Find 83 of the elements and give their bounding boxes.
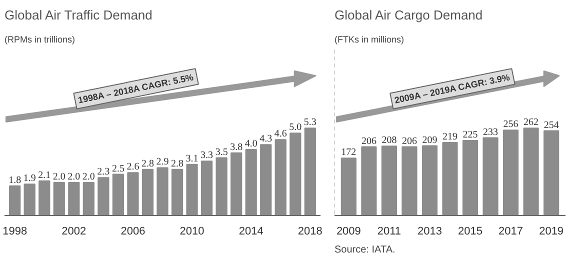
bar (24, 184, 36, 216)
data-label: 1.8 (8, 174, 22, 186)
bar (544, 130, 560, 216)
chart-subtitle: (RPMs in trillions) (4, 34, 76, 44)
data-label: 2.6 (126, 162, 140, 173)
data-label: 233 (483, 126, 498, 138)
text: 1998A – 2018A CAGR: 5.5% (77, 72, 194, 106)
x-tick-label: 2010 (180, 226, 204, 238)
data-label: 2.5 (112, 163, 124, 174)
x-tick-label: 2019 (539, 226, 564, 238)
text: 2009A – 2019A CAGR: 3.9% (394, 72, 511, 106)
x-tick-label: 2015 (458, 226, 483, 238)
data-label: 256 (503, 119, 518, 130)
bar (381, 146, 398, 216)
bar (462, 140, 478, 216)
x-tick-label: 2013 (418, 226, 442, 238)
bar (502, 130, 519, 216)
data-label: 209 (422, 134, 438, 146)
data-label: 2.0 (68, 172, 80, 183)
bar (200, 160, 213, 216)
bar (68, 182, 80, 216)
data-label: 206 (402, 136, 417, 147)
bar (53, 182, 65, 216)
x-tick-label: 2018 (298, 226, 322, 238)
bar (186, 164, 198, 216)
bar (171, 168, 184, 216)
x-tick-label: 2002 (62, 226, 86, 238)
x-tick-label: 2006 (120, 226, 146, 238)
bar (304, 128, 316, 216)
bar (260, 144, 272, 216)
data-label: 262 (524, 117, 539, 128)
x-tick-label: 2011 (377, 226, 402, 238)
bar (230, 152, 242, 216)
x-tick-label: 2017 (498, 226, 524, 238)
data-label: 4.6 (274, 128, 287, 140)
bar (112, 174, 124, 216)
data-label: 2.8 (141, 158, 154, 170)
bar (482, 137, 498, 216)
chart-title: Global Air Cargo Demand (334, 8, 483, 22)
data-label: 254 (544, 120, 559, 131)
data-label: 208 (382, 135, 397, 146)
bar (98, 177, 110, 216)
x-tick-label: 1998 (2, 226, 28, 238)
bar (422, 145, 438, 216)
bar (290, 132, 302, 216)
data-label: 5.0 (289, 122, 302, 134)
data-label: 3.5 (215, 146, 228, 158)
bar (274, 139, 286, 216)
data-label: 3.8 (230, 142, 243, 153)
bar (82, 182, 94, 216)
data-label: 219 (442, 131, 458, 142)
bar (156, 167, 168, 216)
bar (402, 146, 418, 216)
data-label: 2.3 (97, 166, 110, 178)
data-label: 2.1 (38, 170, 51, 181)
data-label: 4.0 (244, 138, 258, 150)
x-tick-label: 2009 (336, 226, 361, 238)
chart-subtitle: (FTKs in millions) (334, 34, 404, 44)
data-label: 2.8 (171, 158, 184, 170)
bar (523, 128, 539, 216)
bar (9, 185, 21, 216)
data-label: 2.0 (82, 172, 95, 183)
data-label: 206 (361, 136, 376, 147)
x-tick-label: 2014 (238, 226, 264, 238)
chart-title: Global Air Traffic Demand (4, 8, 152, 22)
bar (245, 149, 257, 216)
data-label: 3.3 (200, 150, 214, 162)
data-label: 4.3 (260, 134, 272, 145)
data-label: 2.9 (156, 156, 169, 168)
data-label: 1.9 (23, 173, 36, 184)
data-label: 225 (462, 129, 478, 140)
bar (216, 157, 228, 216)
data-label: 2.0 (52, 172, 66, 183)
bar (142, 168, 154, 216)
data-label: 3.1 (186, 153, 198, 164)
bar (38, 180, 50, 216)
bar (340, 158, 356, 216)
bar (442, 142, 458, 216)
bar (127, 172, 139, 216)
data-label: 172 (341, 147, 356, 158)
source-note: Source: IATA. (334, 244, 396, 256)
data-label: 5.3 (304, 117, 316, 128)
bar (361, 146, 377, 216)
